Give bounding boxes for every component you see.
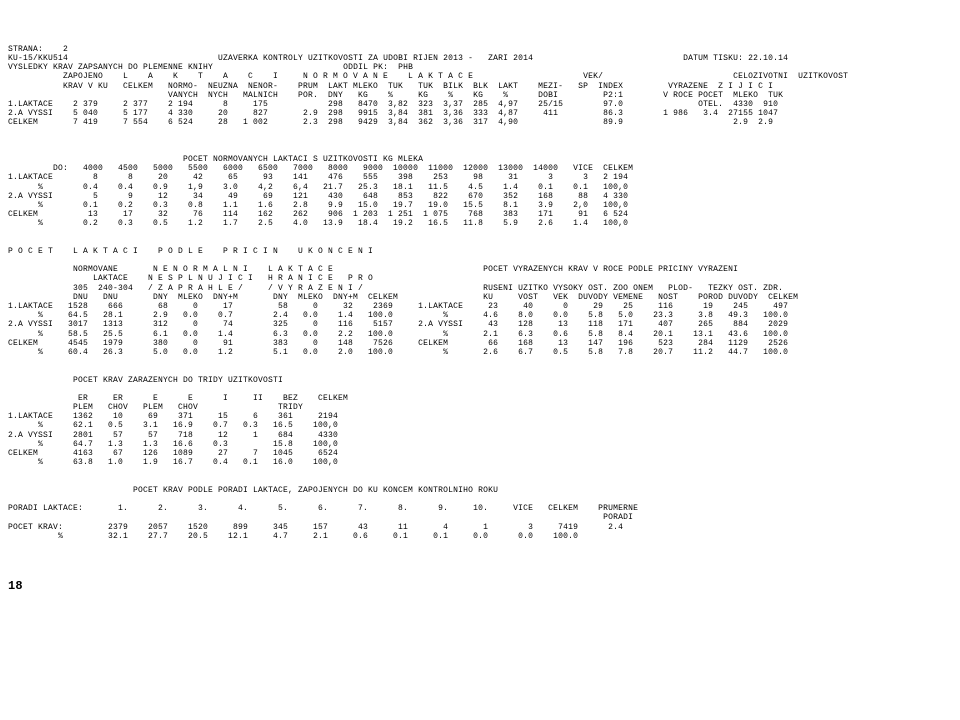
b3-h4: DNU DNU DNY MLEKO DNY+M DNY MLEKO DNY+M … [8, 293, 798, 302]
b3-h2: LAKTACE N E S P L N U J I C I H R A N I … [8, 274, 373, 283]
b3-r2: 2.A VYSSI 3017 1313 312 0 74 325 0 116 5… [8, 320, 788, 329]
b4-title: POCET KRAV ZARAZENYCH DO TRIDY UZITKOVOS… [8, 376, 283, 385]
b3-p3: % 60.4 26.3 5.0 0.0 1.2 5.1 0.0 2.0 100.… [8, 348, 788, 357]
b3-title: P O C E T L A K T A C I P O D L E P R I … [8, 247, 373, 256]
line-oddil: ODDIL PK: PHB [343, 63, 413, 72]
b2-title: POCET NORMOVANYCH LAKTACI S UZITKOVOSTI … [8, 155, 423, 164]
b4-h2: PLEM CHOV PLEM CHOV TRIDY [8, 403, 303, 412]
b1-r3: CELKEM 7 419 7 554 6 524 28 1 002 2.3 29… [8, 118, 773, 127]
b4-p2: % 64.7 1.3 1.3 16.6 0.3 15.8 100,0 [8, 440, 338, 449]
b1-r2: 2.A VYSSI 5 040 5 177 4 330 20 827 2.9 2… [8, 109, 778, 118]
b2-p1: % 0.4 0.4 0.9 1,9 3.0 4,2 6,4 21.7 25.3 … [8, 183, 628, 192]
b2-h: DO: 4000 4500 5000 5500 6000 6500 7000 8… [8, 164, 633, 173]
b5-p: % 32.1 27.7 20.5 12.1 4.7 2.1 0.6 0.1 0.… [8, 532, 578, 541]
b3-r1: 1.LAKTACE 1528 666 68 0 17 58 0 32 2369 … [8, 302, 788, 311]
b2-r3: CELKEM 13 17 32 76 114 162 262 906 1 203… [8, 210, 628, 219]
b5-h2: PORADI [8, 513, 633, 522]
line-code: KU-15/KKU514 [8, 54, 68, 63]
b4-p3: % 63.8 1.0 1.9 16.7 0.4 0.1 16.0 100,0 [8, 458, 338, 467]
b1-h3: VANYCH NYCH MALNICH POR. DNY KG % KG % K… [8, 91, 783, 100]
b3-p2: % 58.5 25.5 6.1 0.0 1.4 6.3 0.0 2.2 100.… [8, 330, 788, 339]
b4-p1: % 62.1 0.5 3.1 16.9 0.7 0.3 16.5 100,0 [8, 421, 338, 430]
b1-h1: ZAPOJENO L A K T A C I N O R M O V A N E… [8, 72, 848, 81]
b4-r3: CELKEM 4163 67 126 1089 27 7 1045 6524 [8, 449, 338, 458]
b2-r2: 2.A VYSSI 5 9 12 34 49 69 121 430 648 85… [8, 192, 628, 201]
line-title: UZAVERKA KONTROLY UZITKOVOSTI ZA UDOBI R… [218, 54, 533, 63]
b3-p1: % 64.5 28.1 2.9 0.0 0.7 2.4 0.0 1.4 100.… [8, 311, 788, 320]
b5-h: PORADI LAKTACE: 1. 2. 3. 4. 5. 6. 7. 8. … [8, 504, 638, 513]
b2-p3: % 0.2 0.3 0.5 1.2 1.7 2.5 4.0 13.9 18.4 … [8, 219, 628, 228]
page-number: 18 [8, 580, 952, 594]
b3-h1: NORMOVANE N E N O R M A L N I L A K T A … [8, 265, 738, 274]
b5-r: POCET KRAV: 2379 2057 1520 899 345 157 4… [8, 523, 623, 532]
line-subtitle: VYSLEDKY KRAV ZAPSANYCH DO PLEMENNE KNIH… [8, 63, 213, 72]
b2-r1: 1.LAKTACE 8 8 20 42 65 93 141 476 555 39… [8, 173, 628, 182]
b1-h2: KRAV V KU CELKEM NORMO- NEUZNA NENOR- PR… [8, 82, 773, 91]
b3-r3: CELKEM 4545 1979 380 0 91 383 0 148 7526… [8, 339, 788, 348]
b3-h3: 305 240-304 / Z A P R A H L E / / V Y R … [8, 284, 783, 293]
b4-r1: 1.LAKTACE 1362 10 69 371 15 6 361 2194 [8, 412, 338, 421]
b5-title: POCET KRAV PODLE PORADI LAKTACE, ZAPOJEN… [8, 486, 498, 495]
page: STRANA: 2 KU-15/KKU514 UZAVERKA KONTROLY… [8, 36, 952, 541]
b2-p2: % 0.1 0.2 0.3 0.8 1.1 1.6 2.8 9.9 15.0 1… [8, 201, 628, 210]
b4-h1: ER ER E E I II BEZ CELKEM [8, 394, 348, 403]
line-strana: STRANA: 2 [8, 45, 68, 54]
b4-r2: 2.A VYSSI 2801 57 57 718 12 1 684 4330 [8, 431, 338, 440]
line-datum: DATUM TISKU: 22.10.14 [683, 54, 788, 63]
b1-r1: 1.LAKTACE 2 379 2 377 2 194 8 175 298 84… [8, 100, 778, 109]
